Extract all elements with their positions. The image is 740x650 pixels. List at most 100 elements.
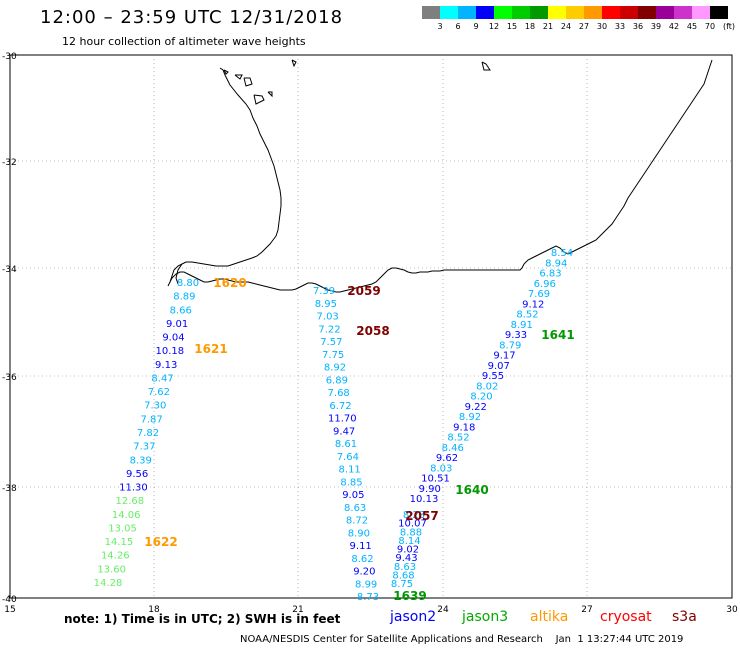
island-2 <box>234 74 243 80</box>
swh-value: 9.55 <box>482 371 504 382</box>
swh-value: 9.56 <box>126 469 148 480</box>
swh-value: 9.13 <box>155 360 177 371</box>
legend-swatch <box>530 6 548 19</box>
legend-swatch <box>494 6 512 19</box>
legend-label: 21 <box>542 22 554 31</box>
swh-value: 13.05 <box>108 523 137 534</box>
swh-value: 9.11 <box>350 541 372 552</box>
lon-tick-label: 21 <box>292 605 303 615</box>
legend-label: 39 <box>650 22 662 31</box>
legend-label: 12 <box>488 22 500 31</box>
swh-value: 8.92 <box>324 363 346 374</box>
swh-value: 9.22 <box>465 402 487 413</box>
swh-value: 8.89 <box>173 292 195 303</box>
legend-swatch <box>620 6 638 19</box>
swh-value: 10.07 <box>398 519 427 530</box>
swh-value: 9.17 <box>493 351 515 362</box>
swh-value: 8.95 <box>315 299 337 310</box>
legend-swatch <box>656 6 674 19</box>
swh-value: 8.79 <box>499 340 521 351</box>
swh-value: 8.46 <box>442 443 464 454</box>
map-border <box>9 54 733 599</box>
satellite-name: jason2 <box>390 609 437 625</box>
swh-value: 9.90 <box>419 484 441 495</box>
swh-value: 7.82 <box>137 428 159 439</box>
legend-swatch <box>692 6 710 19</box>
legend-swatch <box>548 6 566 19</box>
cape-peninsula <box>175 263 183 285</box>
legend-label: 18 <box>524 22 536 31</box>
swh-value: 8.88 <box>400 527 422 538</box>
island-4 <box>253 94 265 105</box>
lat-tick-label: -40 <box>2 595 17 605</box>
island-1 <box>223 69 229 75</box>
swh-value: 12.68 <box>115 496 144 507</box>
pass-id-label: 1639 <box>393 589 426 603</box>
swh-value: 8.91 <box>511 320 533 331</box>
map-frame <box>9 54 733 599</box>
altimeter-tracks: 8.80 8.89 8.66 9.01 9.04 10.18 9.13 8.47 7.62 7.3… <box>94 248 573 603</box>
swh-value: 7.68 <box>328 388 350 399</box>
swh-value: 6.72 <box>329 401 351 412</box>
pass-id-label: 1621 <box>194 342 227 356</box>
lon-tick-label: 24 <box>437 605 449 615</box>
swh-value: 7.64 <box>337 452 359 463</box>
legend-swatch <box>458 6 476 19</box>
swh-value: 8.03 <box>430 463 452 474</box>
pass-id-label: 1641 <box>541 328 574 342</box>
swh-value: 14.06 <box>112 510 141 521</box>
lon-tick-label: 27 <box>581 605 592 615</box>
lat-tick-label: -36 <box>2 373 17 383</box>
swh-value: 8.63 <box>344 503 366 514</box>
legend-label: 15 <box>506 22 518 31</box>
legend-swatch <box>476 6 494 19</box>
swh-value: 8.85 <box>340 477 362 488</box>
swh-value: 8.52 <box>447 433 469 444</box>
swh-value: 9.18 <box>453 422 475 433</box>
swh-value: 14.28 <box>94 578 123 589</box>
legend-label: 24 <box>560 22 572 31</box>
swh-value: 9.02 <box>397 545 419 556</box>
swh-value: 8.63 <box>394 562 416 573</box>
chart-subtitle: 12 hour collection of altimeter wave hei… <box>62 35 306 48</box>
pass-id-label: 2057 <box>405 509 438 523</box>
legend-label: 3 <box>437 22 443 31</box>
swh-value: 8.14 <box>398 536 420 547</box>
swh-value: 9.20 <box>353 567 375 578</box>
map-gridlines <box>10 55 732 598</box>
legend-swatch <box>710 6 728 19</box>
pass-id-label: 1620 <box>213 276 246 290</box>
legend-swatch <box>566 6 584 19</box>
satellite-name: jason3 <box>462 609 509 625</box>
legend-swatch <box>674 6 692 19</box>
legend-label: 9 <box>473 22 479 31</box>
legend-swatch <box>440 6 458 19</box>
swh-value: 7.30 <box>144 401 166 412</box>
legend-swatch <box>638 6 656 19</box>
swh-value: 10.51 <box>421 474 450 485</box>
swh-value: 8.80 <box>177 278 199 289</box>
swh-value: 7.57 <box>320 337 342 348</box>
swh-value: 7.62 <box>148 387 170 398</box>
lat-tick-label: -38 <box>2 484 17 494</box>
legend-label: 27 <box>578 22 590 31</box>
swh-value: 8.20 <box>470 392 492 403</box>
swh-value: 8.92 <box>459 412 481 423</box>
island-6 <box>291 59 297 68</box>
swh-value: 9.05 <box>342 490 364 501</box>
swh-value: 8.47 <box>151 373 173 384</box>
credit-line: NOAA/NESDIS Center for Satellite Applica… <box>240 634 684 645</box>
swh-value: 8.90 <box>348 528 370 539</box>
pass-labels: 1620 1621 1622 2059 2058 2057 1641 1640 1639 <box>144 276 574 603</box>
swh-value: 8.68 <box>392 570 414 581</box>
swh-value: 8.75 <box>391 579 413 590</box>
swh-value: 8.94 <box>545 258 567 269</box>
island-7 <box>481 61 491 71</box>
lon-tick-label: 18 <box>148 605 160 615</box>
swh-value: 8.02 <box>476 381 498 392</box>
legend-label: 33 <box>614 22 626 31</box>
chart-title: 12:00 – 23:59 UTC 12/31/2018 <box>40 7 344 28</box>
legend-swatch <box>584 6 602 19</box>
